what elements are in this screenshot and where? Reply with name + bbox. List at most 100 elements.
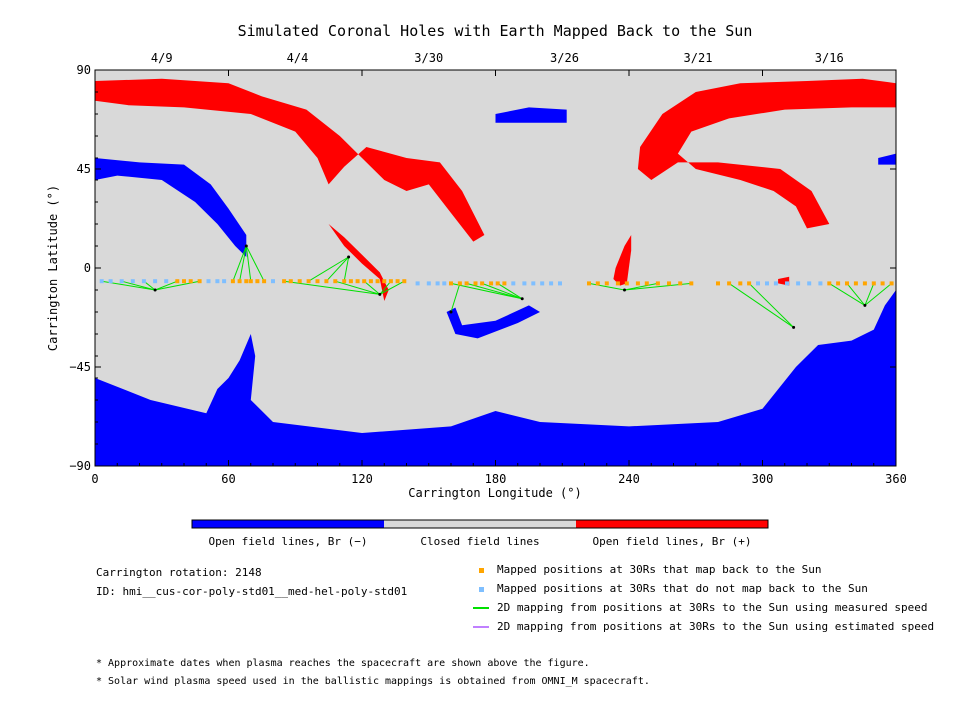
- unmapped-position-9: [222, 279, 227, 284]
- unmapped-position-5: [153, 279, 158, 284]
- x-tick-label-180: 180: [485, 472, 507, 486]
- legend-marker-1: [479, 587, 484, 592]
- coronal-hole-positive-2: [613, 235, 632, 286]
- coronal-holes: [95, 78, 896, 466]
- mapping-line-14: [363, 280, 381, 295]
- y-tick-label--45: −45: [69, 360, 91, 374]
- mapped-position-40: [635, 281, 640, 286]
- mapping-line-5: [232, 245, 247, 282]
- y-axis-label: Carrington Latitude (°): [46, 185, 60, 351]
- unmapped-position-11: [415, 281, 420, 286]
- footpoint-7: [792, 325, 796, 329]
- mapped-position-24: [388, 279, 393, 284]
- date-tick-4-4: 4/4: [287, 51, 309, 65]
- mapped-position-55: [871, 281, 876, 286]
- footpoint-3: [378, 292, 382, 296]
- colorbar-label-0: Open field lines, Br (−): [209, 535, 368, 548]
- unmapped-position-20: [558, 281, 562, 286]
- mapped-position-35: [587, 281, 591, 286]
- mapped-position-2: [188, 279, 193, 284]
- chart-title: Simulated Coronal Holes with Earth Mappe…: [238, 22, 753, 40]
- mapped-position-3: [197, 279, 202, 284]
- legend-label-3: 2D mapping from positions at 30Rs to the…: [497, 620, 934, 633]
- mapped-position-16: [333, 279, 338, 284]
- mapped-position-36: [595, 281, 600, 286]
- date-tick-3-26: 3/26: [550, 51, 579, 65]
- mapped-position-8: [255, 279, 260, 284]
- mapped-position-4: [230, 279, 235, 284]
- mapped-position-31: [480, 281, 485, 286]
- unmapped-position-18: [540, 281, 545, 286]
- unmapped-position-24: [785, 281, 789, 286]
- note-dates: * Approximate dates when plasma reaches …: [96, 658, 590, 669]
- date-tick-3-21: 3/21: [684, 51, 713, 65]
- legend-label-1: Mapped positions at 30Rs that do not map…: [497, 582, 868, 595]
- unmapped-position-2: [119, 279, 124, 284]
- mapped-position-56: [880, 281, 885, 286]
- mapping-line-13: [335, 280, 380, 295]
- colorbar-label-1: Closed field lines: [420, 535, 539, 548]
- y-tick-label-45: 45: [77, 162, 91, 176]
- colorbar-segment-1: [384, 520, 576, 528]
- mapped-position-11: [288, 279, 293, 284]
- mapped-position-21: [368, 279, 373, 284]
- unmapped-position-26: [807, 281, 812, 286]
- mapping-line-11: [343, 256, 350, 282]
- mapped-position-26: [402, 279, 407, 284]
- date-tick-3-30: 3/30: [414, 51, 443, 65]
- unmapped-position-14: [442, 281, 447, 286]
- mapping-line-6: [239, 245, 247, 282]
- mapping-line-23: [624, 282, 658, 291]
- legend-label-0: Mapped positions at 30Rs that map back t…: [497, 563, 822, 576]
- mapped-position-39: [624, 281, 629, 286]
- x-tick-label-60: 60: [221, 472, 235, 486]
- mapped-position-9: [262, 279, 267, 284]
- mapped-position-17: [342, 279, 347, 284]
- mapped-position-54: [862, 281, 867, 286]
- unmapped-position-8: [215, 279, 220, 284]
- mapped-position-42: [655, 281, 660, 286]
- mapping-line-9: [308, 256, 349, 282]
- mapped-position-12: [297, 279, 302, 284]
- coronal-hole-positive-3: [328, 224, 389, 301]
- unmapped-position-3: [130, 279, 135, 284]
- mapped-position-38: [615, 281, 620, 286]
- unmapped-position-21: [756, 281, 760, 286]
- mapping-line-8: [245, 245, 265, 282]
- legend-marker-0: [479, 568, 484, 573]
- mapped-position-25: [395, 279, 400, 284]
- coronal-hole-positive-1: [637, 78, 896, 229]
- mapped-position-19: [355, 279, 360, 284]
- unmapped-position-17: [531, 281, 536, 286]
- coronal-hole-negative-8: [495, 107, 567, 123]
- mapped-position-7: [248, 279, 253, 284]
- mapping-line-30: [864, 283, 892, 306]
- date-tick-4-9: 4/9: [151, 51, 173, 65]
- mapped-position-10: [282, 279, 287, 284]
- note-omni: * Solar wind plasma speed used in the ba…: [96, 676, 650, 687]
- mapped-position-51: [836, 281, 841, 286]
- carrington-rotation: Carrington rotation: 2148: [96, 566, 262, 579]
- legend: Mapped positions at 30Rs that map back t…: [473, 563, 934, 633]
- y-tick-label--90: −90: [69, 459, 91, 473]
- colorbar-segment-2: [576, 520, 768, 528]
- mapped-position-14: [315, 279, 320, 284]
- unmapped-position-12: [426, 281, 431, 286]
- mapping-line-21: [450, 283, 461, 313]
- mapped-position-50: [827, 281, 832, 286]
- mapping-line-10: [326, 256, 349, 282]
- mapped-position-28: [457, 281, 462, 286]
- x-tick-label-300: 300: [752, 472, 774, 486]
- unmapped-position-16: [522, 281, 527, 286]
- mapped-position-44: [678, 281, 683, 286]
- coronal-hole-positive-0: [95, 78, 485, 242]
- plot-area: [94, 69, 897, 467]
- unmapped-position-25: [796, 281, 801, 286]
- unmapped-position-4: [141, 279, 146, 284]
- mapping-line-12: [284, 280, 380, 295]
- mapping-line-26: [748, 283, 794, 328]
- mapped-position-46: [716, 281, 720, 286]
- mapping-line-1: [121, 280, 156, 291]
- mapped-position-20: [362, 279, 367, 284]
- y-tick-label-0: 0: [84, 261, 91, 275]
